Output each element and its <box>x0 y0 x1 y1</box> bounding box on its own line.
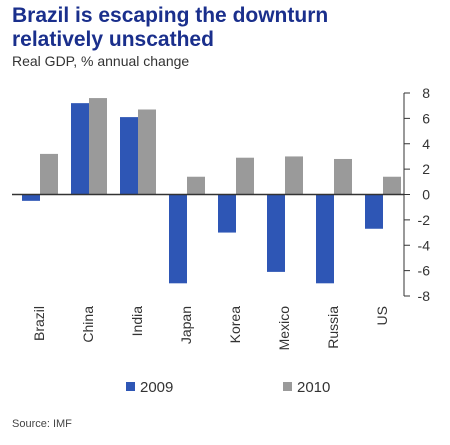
y-tick-label: 6 <box>422 110 430 126</box>
legend-swatch-2010 <box>283 382 292 391</box>
bar-2009-us <box>365 194 383 229</box>
bar-2009-japan <box>169 194 187 284</box>
bar-2009-mexico <box>267 194 285 272</box>
legend-label-2010: 2010 <box>297 379 331 396</box>
chart-title-line1: Brazil is escaping the downturn <box>12 4 329 27</box>
bar-2010-mexico <box>285 156 303 195</box>
category-label-japan: Japan <box>178 306 194 344</box>
bar-2009-china <box>71 103 89 195</box>
bar-2010-japan <box>187 176 205 195</box>
category-label-mexico: Mexico <box>276 306 292 351</box>
y-tick-label: -4 <box>418 237 431 253</box>
chart-title: Brazil is escaping the downturn relative… <box>12 4 442 52</box>
category-label-us: US <box>374 306 390 325</box>
y-tick-label: 0 <box>422 187 430 203</box>
bar-2010-china <box>89 98 107 195</box>
bar-2009-russia <box>316 194 334 284</box>
y-tick-label: -8 <box>418 288 431 304</box>
category-label-brazil: Brazil <box>31 306 47 341</box>
y-tick-label: -6 <box>418 263 431 279</box>
category-label-india: India <box>129 306 145 337</box>
bar-2009-brazil <box>22 194 40 201</box>
category-label-korea: Korea <box>227 306 243 344</box>
y-tick-label: -2 <box>418 212 431 228</box>
chart-title-line2: relatively unscathed <box>12 28 214 51</box>
y-tick-label: 8 <box>422 85 430 101</box>
chart-subtitle: Real GDP, % annual change <box>12 53 190 69</box>
bar-2009-india <box>120 117 138 195</box>
legend-label-2009: 2009 <box>140 379 174 396</box>
y-tick-label: 2 <box>422 161 430 177</box>
bar-2010-us <box>383 176 401 195</box>
category-label-china: China <box>80 306 96 343</box>
y-tick-label: 4 <box>422 136 430 152</box>
category-label-russia: Russia <box>325 306 341 349</box>
bar-2010-russia <box>334 158 352 195</box>
legend-item-2010: 2010 <box>283 379 330 396</box>
bar-2009-korea <box>218 194 236 233</box>
legend-item-2009: 2009 <box>126 379 173 396</box>
legend-swatch-2009 <box>126 382 135 391</box>
bar-2010-india <box>138 109 156 195</box>
bar-2010-korea <box>236 157 254 195</box>
bar-2010-brazil <box>40 153 58 195</box>
source-note: Source: IMF <box>12 418 72 430</box>
